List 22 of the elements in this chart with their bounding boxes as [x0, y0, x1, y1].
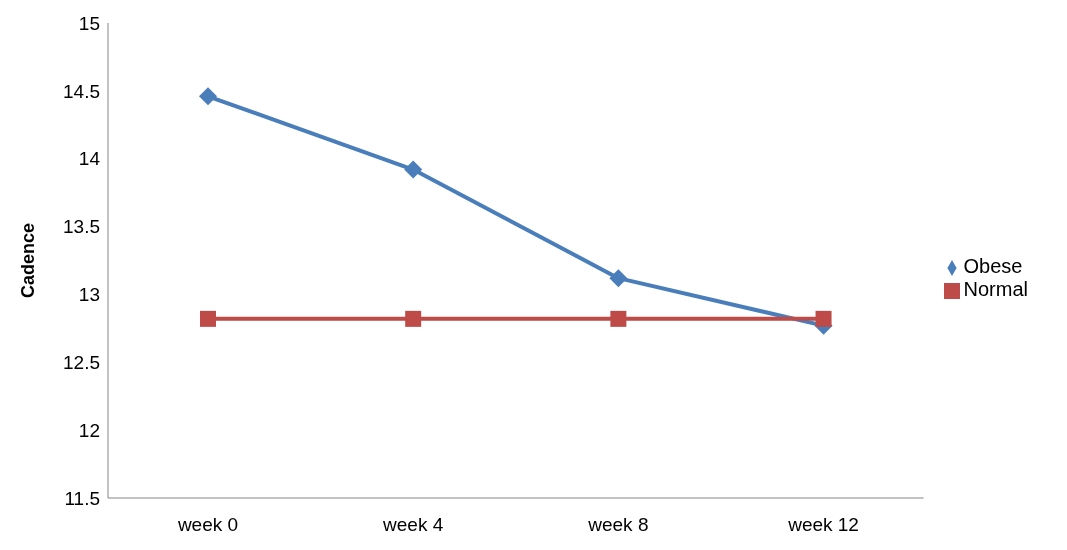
- y-tick-label: 14: [78, 148, 101, 170]
- x-tick-label: week 8: [587, 514, 649, 536]
- point: [609, 269, 628, 288]
- y-tick-label: 11.5: [64, 487, 100, 509]
- point: [404, 160, 423, 179]
- y-tick-label: 12.5: [63, 352, 100, 374]
- point: [815, 310, 832, 327]
- point: [200, 310, 216, 327]
- y-tick-label: 14.5: [63, 80, 100, 102]
- y-tick-label: 13.5: [63, 216, 100, 238]
- y-tick-label: 12: [78, 419, 100, 441]
- legend-label: Normal: [963, 278, 1028, 300]
- x-tick-label: week 4: [382, 514, 444, 536]
- y-axis-title: Cadence: [18, 222, 39, 299]
- x-tick-label: week 12: [787, 514, 859, 536]
- y-tick-label: 15: [78, 12, 100, 34]
- x-tick-label: week 0: [176, 514, 239, 536]
- point: [199, 87, 217, 106]
- y-tick-label: 13: [78, 284, 100, 306]
- point: [405, 310, 422, 327]
- legend-label: Obese: [963, 255, 1023, 277]
- point: [610, 310, 627, 327]
